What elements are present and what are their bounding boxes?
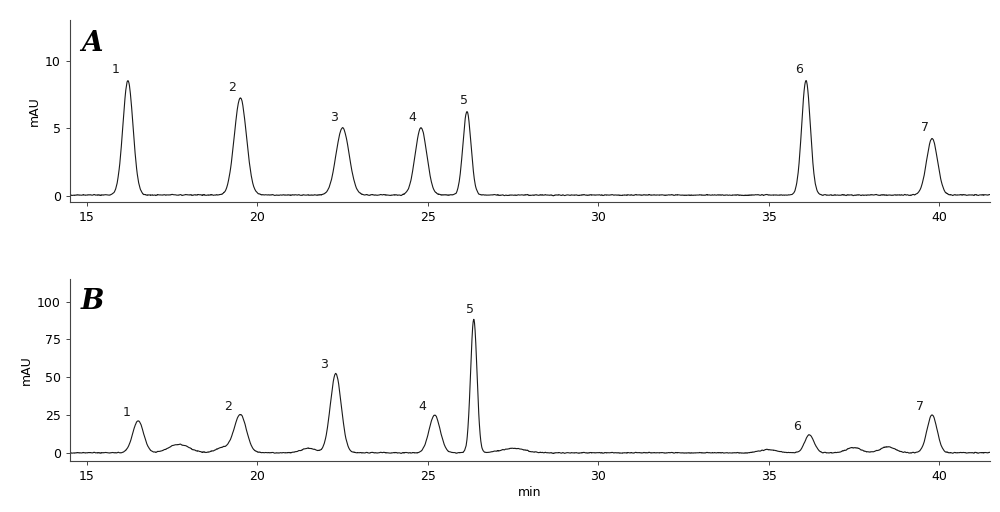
Text: 3: 3 bbox=[330, 111, 338, 123]
Text: 2: 2 bbox=[228, 81, 236, 94]
Text: 4: 4 bbox=[419, 399, 427, 413]
Text: 6: 6 bbox=[795, 63, 803, 76]
Text: 3: 3 bbox=[320, 358, 328, 371]
Text: 4: 4 bbox=[409, 111, 416, 123]
Text: 1: 1 bbox=[122, 406, 130, 419]
Text: B: B bbox=[81, 288, 105, 315]
Text: 7: 7 bbox=[916, 399, 924, 413]
Text: 5: 5 bbox=[466, 303, 474, 316]
Text: 6: 6 bbox=[794, 420, 801, 433]
Text: 7: 7 bbox=[921, 121, 929, 134]
X-axis label: min: min bbox=[518, 485, 542, 499]
Text: 2: 2 bbox=[225, 399, 232, 413]
Text: 5: 5 bbox=[460, 94, 468, 108]
Y-axis label: mAU: mAU bbox=[28, 97, 41, 126]
Text: 1: 1 bbox=[112, 63, 120, 76]
Y-axis label: mAU: mAU bbox=[20, 355, 33, 385]
Text: A: A bbox=[81, 30, 103, 57]
